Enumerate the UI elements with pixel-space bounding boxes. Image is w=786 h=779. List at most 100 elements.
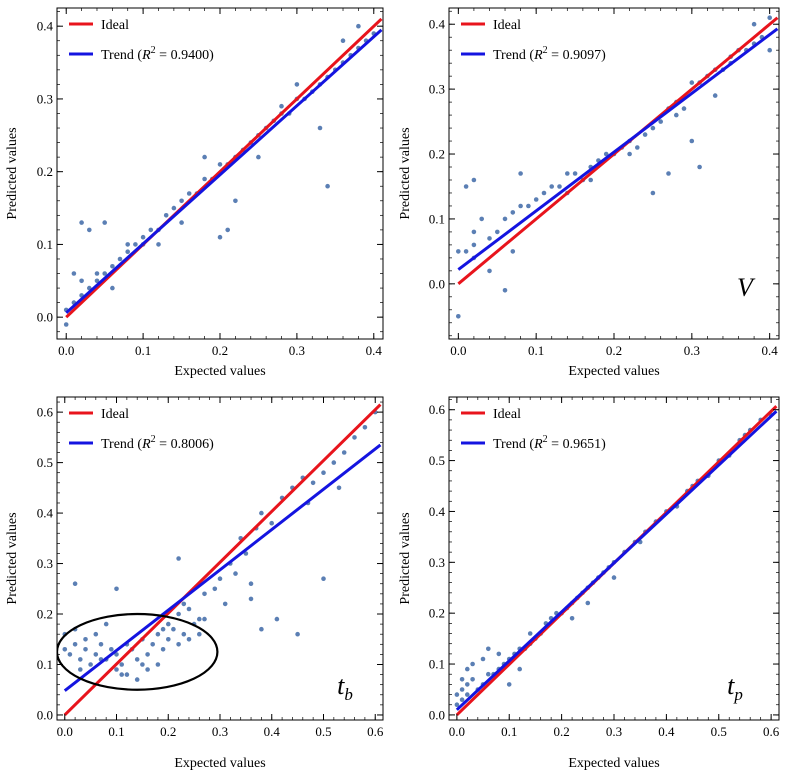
trend-line bbox=[65, 28, 383, 314]
trend-line bbox=[455, 410, 778, 711]
x-tick-label: 0.2 bbox=[553, 724, 569, 739]
legend-ideal-label: Ideal bbox=[493, 18, 521, 33]
data-point bbox=[642, 132, 648, 137]
data-point bbox=[186, 191, 192, 196]
highlight-ellipse bbox=[57, 612, 219, 691]
data-point bbox=[103, 621, 109, 627]
data-point bbox=[79, 220, 84, 225]
data-point bbox=[134, 657, 140, 662]
data-point bbox=[186, 606, 192, 612]
data-point bbox=[294, 82, 300, 87]
data-point bbox=[502, 216, 508, 222]
data-point bbox=[526, 203, 531, 209]
data-point bbox=[171, 205, 177, 211]
data-point bbox=[181, 601, 187, 607]
data-point bbox=[331, 460, 337, 465]
y-tick-label: 0.1 bbox=[37, 237, 53, 252]
data-point bbox=[202, 616, 207, 622]
data-point bbox=[98, 642, 104, 647]
x-axis-label: Expected values bbox=[174, 364, 265, 379]
y-tick-label: 0.4 bbox=[429, 17, 446, 32]
data-point bbox=[510, 210, 516, 215]
data-point bbox=[119, 672, 124, 677]
data-point bbox=[114, 586, 119, 592]
data-point bbox=[114, 667, 119, 672]
data-point bbox=[295, 631, 300, 637]
data-point bbox=[674, 112, 679, 118]
data-point bbox=[470, 677, 475, 682]
legend-trend-label: Trend (R2 = 0.9400) bbox=[101, 45, 214, 63]
plot-area bbox=[57, 403, 382, 717]
data-point bbox=[697, 164, 702, 170]
data-point bbox=[471, 177, 477, 183]
data-point bbox=[176, 611, 181, 617]
data-point bbox=[166, 621, 171, 627]
data-point bbox=[133, 242, 138, 247]
data-point bbox=[124, 672, 130, 677]
y-tick-label: 0.3 bbox=[37, 91, 53, 106]
data-point bbox=[93, 652, 99, 657]
x-tick-label: 0.6 bbox=[367, 724, 384, 739]
data-point bbox=[202, 154, 207, 160]
data-point bbox=[155, 631, 161, 637]
data-point bbox=[181, 631, 187, 637]
y-tick-label: 0.5 bbox=[37, 455, 53, 470]
data-point bbox=[160, 626, 166, 632]
data-point bbox=[336, 485, 342, 491]
data-point bbox=[259, 510, 264, 516]
x-tick-label: 0.2 bbox=[606, 343, 622, 358]
data-point bbox=[114, 652, 119, 657]
data-point bbox=[486, 646, 491, 652]
chart-panel-2: 0.0 0.1 0.2 0.3 0.4 0.0 0.1 0.2 0.3 0.4 Expected v… bbox=[398, 7, 780, 379]
data-point bbox=[627, 151, 632, 157]
data-point bbox=[689, 138, 695, 144]
data-point bbox=[459, 687, 465, 692]
y-tick-label: 0.2 bbox=[429, 147, 445, 162]
x-axis-label: Expected values bbox=[568, 364, 659, 379]
x-tick-label: 0.3 bbox=[684, 343, 700, 358]
data-point bbox=[269, 520, 275, 526]
data-point bbox=[256, 154, 261, 160]
data-point bbox=[454, 702, 460, 707]
data-point bbox=[603, 151, 609, 157]
x-tick-label: 0.4 bbox=[264, 724, 281, 739]
data-point bbox=[83, 647, 88, 652]
data-point bbox=[465, 666, 470, 672]
data-point bbox=[658, 119, 663, 124]
data-point bbox=[163, 213, 169, 218]
data-point bbox=[222, 601, 228, 607]
data-point bbox=[67, 652, 73, 657]
data-point bbox=[217, 162, 223, 167]
trend-line bbox=[457, 27, 779, 271]
x-tick-label: 0.3 bbox=[212, 724, 228, 739]
data-point bbox=[479, 216, 485, 222]
data-point bbox=[356, 23, 361, 29]
x-tick-label: 0.0 bbox=[450, 343, 466, 358]
data-point bbox=[274, 616, 280, 622]
chart-panel-3: 0.0 0.1 0.2 0.3 0.4 0.5 0.6 0.0 0.1 0.2 0.3 0.4 0.5 0… bbox=[5, 396, 384, 771]
data-point bbox=[259, 626, 264, 632]
y-tick-label: 0.1 bbox=[37, 657, 53, 672]
data-point bbox=[362, 425, 368, 430]
data-point bbox=[340, 38, 346, 43]
legend-ideal-label: Ideal bbox=[101, 18, 129, 33]
y-tick-label: 0.3 bbox=[37, 556, 53, 571]
data-point bbox=[225, 227, 230, 233]
data-point bbox=[454, 692, 460, 697]
panel-tag: V bbox=[737, 273, 756, 302]
data-point bbox=[533, 197, 539, 202]
data-point bbox=[145, 652, 150, 657]
data-point bbox=[456, 249, 461, 254]
data-point bbox=[317, 125, 323, 131]
panel-tag: tb bbox=[337, 671, 353, 704]
data-point bbox=[110, 285, 115, 291]
data-point bbox=[572, 171, 578, 176]
y-tick-label: 0.0 bbox=[37, 707, 53, 722]
data-point bbox=[156, 242, 161, 247]
x-tick-label: 0.0 bbox=[449, 724, 465, 739]
data-point bbox=[109, 647, 114, 652]
data-point bbox=[63, 322, 69, 327]
data-point bbox=[117, 256, 123, 262]
x-tick-label: 0.5 bbox=[315, 724, 331, 739]
